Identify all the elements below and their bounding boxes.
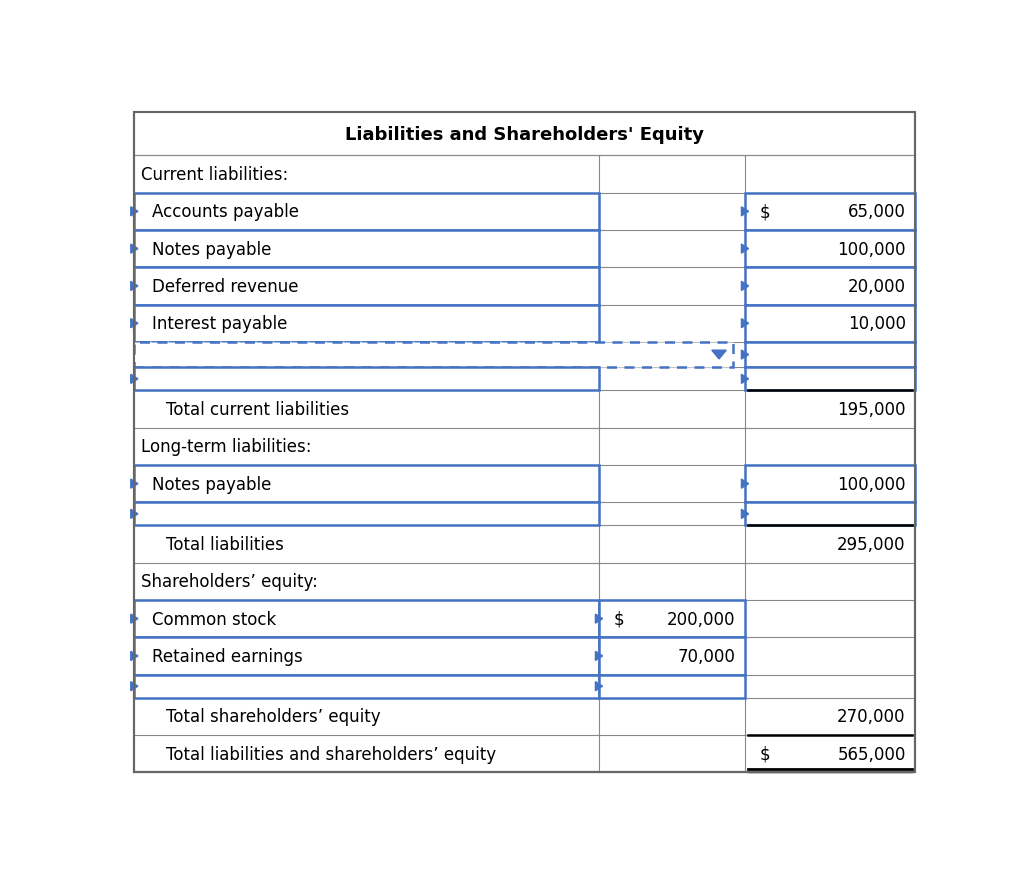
Text: Long-term liabilities:: Long-term liabilities: — [140, 438, 311, 456]
Bar — [599, 674, 745, 698]
Bar — [134, 674, 599, 698]
Polygon shape — [595, 652, 602, 660]
Bar — [134, 194, 599, 231]
Bar — [134, 503, 599, 526]
Polygon shape — [741, 282, 749, 291]
Polygon shape — [131, 245, 138, 253]
Text: $: $ — [760, 203, 770, 221]
Polygon shape — [741, 319, 749, 328]
Polygon shape — [131, 208, 138, 217]
Text: Total liabilities and shareholders’ equity: Total liabilities and shareholders’ equi… — [166, 745, 497, 763]
Text: Retained earnings: Retained earnings — [152, 647, 302, 665]
Text: 65,000: 65,000 — [848, 203, 905, 221]
Bar — [134, 268, 599, 305]
Bar — [134, 342, 733, 367]
Text: 100,000: 100,000 — [838, 240, 905, 259]
Text: Total shareholders’ equity: Total shareholders’ equity — [166, 708, 381, 725]
Polygon shape — [131, 374, 138, 384]
Bar — [745, 367, 915, 391]
Polygon shape — [741, 480, 749, 488]
Text: Accounts payable: Accounts payable — [152, 203, 299, 221]
Polygon shape — [131, 282, 138, 291]
Bar — [745, 231, 915, 268]
Text: Current liabilities:: Current liabilities: — [140, 166, 288, 184]
Bar — [134, 231, 599, 268]
Text: 195,000: 195,000 — [838, 401, 905, 418]
Polygon shape — [131, 652, 138, 660]
Polygon shape — [741, 245, 749, 253]
Polygon shape — [741, 351, 749, 360]
Polygon shape — [131, 319, 138, 328]
Polygon shape — [131, 615, 138, 624]
Polygon shape — [712, 351, 726, 360]
Text: Deferred revenue: Deferred revenue — [152, 278, 298, 296]
Bar — [134, 638, 599, 674]
Text: 200,000: 200,000 — [667, 610, 735, 628]
Text: 70,000: 70,000 — [678, 647, 735, 665]
Bar — [599, 601, 745, 638]
Bar — [745, 342, 915, 367]
Text: 100,000: 100,000 — [838, 475, 905, 493]
Text: Notes payable: Notes payable — [152, 475, 271, 493]
Polygon shape — [741, 374, 749, 384]
Bar — [745, 194, 915, 231]
Text: Liabilities and Shareholders' Equity: Liabilities and Shareholders' Equity — [345, 125, 705, 144]
Text: 270,000: 270,000 — [838, 708, 905, 725]
Text: Shareholders’ equity:: Shareholders’ equity: — [140, 573, 317, 591]
Text: 10,000: 10,000 — [848, 315, 905, 332]
Bar — [134, 601, 599, 638]
Text: Total liabilities: Total liabilities — [166, 536, 284, 553]
Bar — [134, 367, 599, 391]
Bar — [134, 466, 599, 503]
Polygon shape — [131, 681, 138, 691]
Polygon shape — [741, 510, 749, 519]
Bar — [745, 268, 915, 305]
Text: 295,000: 295,000 — [838, 536, 905, 553]
Polygon shape — [131, 510, 138, 519]
Text: $: $ — [613, 610, 624, 628]
Text: Interest payable: Interest payable — [152, 315, 287, 332]
Polygon shape — [595, 681, 602, 691]
Polygon shape — [131, 480, 138, 488]
Bar — [134, 342, 599, 367]
Bar — [745, 466, 915, 503]
Text: $: $ — [760, 745, 770, 763]
Polygon shape — [595, 615, 602, 624]
Text: Total current liabilities: Total current liabilities — [166, 401, 349, 418]
Text: 20,000: 20,000 — [848, 278, 905, 296]
Bar — [745, 503, 915, 526]
Bar — [745, 305, 915, 342]
Bar — [599, 638, 745, 674]
Text: 565,000: 565,000 — [838, 745, 905, 763]
Text: Common stock: Common stock — [152, 610, 276, 628]
Text: Notes payable: Notes payable — [152, 240, 271, 259]
Polygon shape — [741, 208, 749, 217]
Bar — [134, 305, 599, 342]
